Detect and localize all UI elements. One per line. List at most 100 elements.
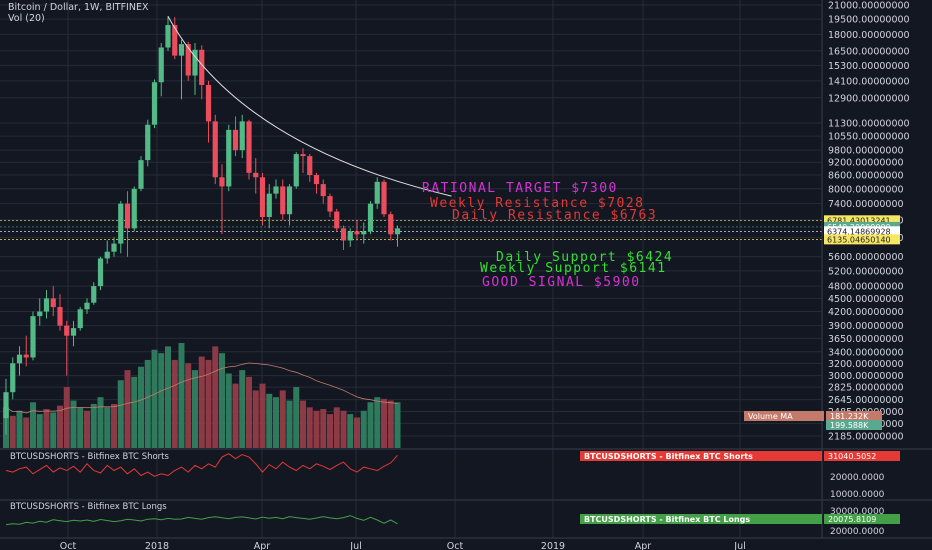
- candle-43[interactable]: [293, 152, 299, 189]
- candle-body: [388, 214, 394, 235]
- candle-31[interactable]: [212, 114, 218, 185]
- volume-bar-18: [124, 370, 131, 448]
- candle-38[interactable]: [259, 172, 266, 226]
- candle-body: [354, 231, 360, 235]
- candle-5[interactable]: [37, 298, 43, 326]
- candle-19[interactable]: [131, 186, 137, 232]
- volume-bar-50: [340, 410, 347, 448]
- volume-bar-51: [347, 414, 354, 448]
- candle-49[interactable]: [334, 208, 340, 232]
- price-tick-13: 7400.00000000: [828, 199, 904, 210]
- candle-40[interactable]: [273, 179, 279, 199]
- candlesticks[interactable]: [3, 16, 401, 435]
- trendline[interactable]: [167, 15, 452, 197]
- time-label-6: Apr: [635, 541, 652, 550]
- volume-bar-45: [306, 407, 313, 448]
- candle-51[interactable]: [347, 228, 353, 247]
- trendline-path[interactable]: [167, 15, 452, 197]
- candle-54[interactable]: [367, 201, 374, 235]
- candle-21[interactable]: [145, 119, 151, 167]
- symbol-title[interactable]: Bitcoin / Dollar, 1W, BITFINEX: [8, 2, 149, 13]
- candle-14[interactable]: [97, 256, 104, 291]
- candle-29[interactable]: [199, 45, 205, 100]
- candle-body: [259, 177, 266, 217]
- candle-44[interactable]: [300, 148, 306, 173]
- candle-42[interactable]: [286, 184, 293, 226]
- candle-10[interactable]: [70, 320, 77, 347]
- candle-1[interactable]: [10, 357, 16, 400]
- candle-26[interactable]: [178, 39, 185, 100]
- candle-body: [138, 160, 144, 189]
- candle-17[interactable]: [118, 201, 124, 254]
- candle-48[interactable]: [327, 193, 333, 217]
- candle-28[interactable]: [192, 43, 198, 95]
- volume-bar-57: [387, 400, 394, 448]
- candle-52[interactable]: [354, 219, 360, 241]
- candle-33[interactable]: [226, 124, 232, 192]
- candle-0[interactable]: [3, 378, 9, 435]
- candle-55[interactable]: [374, 177, 380, 209]
- candle-35[interactable]: [239, 114, 245, 159]
- candle-34[interactable]: [232, 116, 239, 157]
- longs-last-value: 20075.8109: [828, 515, 876, 524]
- candle-body: [3, 392, 9, 419]
- candle-7[interactable]: [50, 286, 56, 317]
- candle-50[interactable]: [340, 225, 347, 251]
- candle-41[interactable]: [280, 179, 286, 220]
- candle-body: [246, 121, 252, 173]
- longs-tick-2: 20000.0000: [830, 527, 885, 537]
- volume-bar-8: [57, 405, 63, 448]
- candle-56[interactable]: [381, 179, 387, 217]
- candle-47[interactable]: [320, 179, 326, 204]
- candle-3[interactable]: [23, 335, 29, 367]
- candle-18[interactable]: [124, 191, 131, 257]
- candle-body: [16, 354, 23, 364]
- volume-bar-29: [198, 356, 205, 448]
- candle-37[interactable]: [253, 158, 259, 194]
- candle-body: [266, 193, 272, 217]
- candle-22[interactable]: [151, 79, 158, 129]
- candle-30[interactable]: [205, 80, 212, 143]
- candle-45[interactable]: [307, 154, 313, 182]
- volume-indicator-label[interactable]: Vol (20): [8, 13, 45, 24]
- candle-39[interactable]: [266, 184, 272, 229]
- candle-6[interactable]: [43, 290, 50, 319]
- candle-15[interactable]: [104, 240, 110, 264]
- shorts-value-badge: [824, 451, 900, 461]
- candle-body: [158, 47, 164, 83]
- volume-bar-28: [192, 370, 198, 448]
- volume-bar-37: [252, 390, 259, 448]
- candle-36[interactable]: [246, 119, 252, 180]
- candle-16[interactable]: [111, 237, 117, 257]
- candle-2[interactable]: [16, 346, 23, 376]
- candle-23[interactable]: [158, 43, 164, 97]
- longs-line-polyline: [5, 515, 398, 526]
- time-axis[interactable]: Oct 2018 Apr Jul Oct 2019 Apr Jul: [60, 541, 746, 550]
- candle-46[interactable]: [313, 172, 320, 194]
- candle-body: [239, 121, 245, 151]
- candle-body: [199, 49, 205, 85]
- price-tick-2: 18000.00000000: [828, 30, 910, 41]
- candle-58[interactable]: [394, 225, 401, 247]
- candle-11[interactable]: [77, 307, 83, 331]
- volume-bar-22: [151, 349, 158, 448]
- candle-24[interactable]: [165, 16, 171, 51]
- volume-bar-11: [77, 407, 84, 448]
- candle-57[interactable]: [388, 211, 394, 241]
- candle-13[interactable]: [91, 282, 97, 305]
- longs-tick-1: 30000.0000: [830, 507, 885, 517]
- candle-32[interactable]: [219, 164, 225, 235]
- candle-53[interactable]: [361, 222, 367, 244]
- candle-body: [131, 188, 137, 229]
- shorts-pane-title: BTCUSDSHORTS - Bitfinex BTC Shorts: [10, 452, 169, 462]
- candle-9[interactable]: [64, 320, 70, 376]
- candle-25[interactable]: [172, 17, 178, 60]
- price-tick-22: 3650.00000000: [828, 334, 904, 345]
- candle-4[interactable]: [30, 311, 36, 361]
- candle-8[interactable]: [57, 294, 63, 331]
- candle-body: [111, 243, 117, 252]
- candle-12[interactable]: [84, 298, 90, 314]
- candle-20[interactable]: [138, 156, 144, 192]
- volume-bar-48: [327, 414, 333, 448]
